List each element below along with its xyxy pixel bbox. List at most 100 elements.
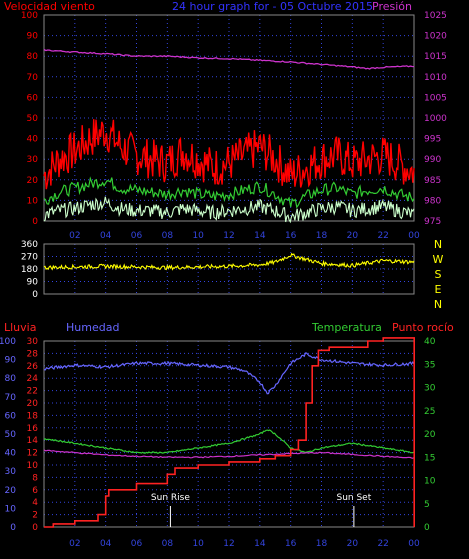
temperature-tick-label: 20 — [424, 430, 436, 440]
humidity-tick-label: 90 — [5, 356, 17, 366]
wind-tick-label: 80 — [27, 52, 39, 62]
compass-label: E — [435, 283, 442, 296]
rain-tick-label: 14 — [27, 436, 39, 446]
rain-tick-label: 24 — [27, 374, 39, 384]
plot-frame — [43, 243, 415, 295]
compass-label: W — [433, 253, 444, 266]
hour-tick-label: 18 — [316, 231, 328, 241]
rain-tick-label: 26 — [27, 362, 39, 372]
pressure-series — [43, 48, 415, 70]
pressure-tick-label: 1010 — [424, 73, 447, 83]
temperature-tick-label: 25 — [424, 407, 435, 417]
rain-tick-label: 8 — [32, 473, 38, 483]
pressure-tick-label: 975 — [424, 217, 441, 227]
rain-tick-label: 2 — [32, 511, 38, 521]
hour-tick-label: 14 — [254, 539, 266, 549]
pressure-tick-label: 1005 — [424, 93, 447, 103]
wind-axis-title: Velocidad viento — [4, 0, 95, 13]
rain-tick-label: 20 — [27, 399, 39, 409]
hour-tick-label: 10 — [192, 231, 204, 241]
wind-tick-label: 70 — [27, 73, 39, 83]
temperature-tick-label: 40 — [424, 337, 436, 347]
rain-series — [44, 337, 415, 528]
pressure-tick-label: 995 — [424, 135, 441, 145]
humidity-tick-label: 30 — [5, 467, 17, 477]
pressure-axis-title: Presión — [372, 0, 412, 13]
temperature-tick-label: 35 — [424, 360, 435, 370]
hour-tick-label: 02 — [69, 539, 80, 549]
hour-tick-label: 14 — [254, 231, 266, 241]
rain-tick-label: 30 — [27, 337, 39, 347]
temperature-series — [43, 429, 415, 454]
hour-tick-label: 08 — [162, 231, 174, 241]
rain-tick-label: 16 — [27, 424, 39, 434]
temperature-tick-label: 0 — [424, 523, 430, 533]
pressure-tick-label: 1015 — [424, 52, 447, 62]
compass-label: N — [434, 238, 442, 251]
rain-tick-label: 6 — [32, 486, 38, 496]
humidity-axis-title: Humedad — [66, 321, 119, 334]
hour-tick-label: 04 — [100, 539, 112, 549]
rain-tick-label: 12 — [27, 449, 38, 459]
direction-tick-label: 90 — [27, 278, 39, 288]
pressure-tick-label: 985 — [424, 176, 441, 186]
hour-tick-label: 22 — [377, 231, 388, 241]
hour-tick-label: 00 — [408, 539, 420, 549]
direction-tick-label: 0 — [32, 290, 38, 300]
temperature-axis-title: Temperatura — [311, 321, 382, 334]
hour-tick-label: 20 — [347, 231, 359, 241]
direction-tick-label: 180 — [21, 265, 38, 275]
humidity-tick-label: 50 — [5, 430, 17, 440]
humidity-tick-label: 40 — [5, 449, 17, 459]
temperature-tick-label: 15 — [424, 453, 435, 463]
humidity-series — [43, 352, 415, 395]
plot-frame — [43, 14, 415, 222]
pressure-tick-label: 980 — [424, 196, 441, 206]
hour-tick-label: 16 — [285, 539, 297, 549]
rain-tick-label: 18 — [27, 411, 39, 421]
hour-tick-label: 12 — [223, 231, 234, 241]
pressure-tick-label: 1000 — [424, 114, 447, 124]
hour-tick-label: 12 — [223, 539, 234, 549]
hour-tick-label: 22 — [377, 539, 388, 549]
hour-tick-label: 20 — [347, 539, 359, 549]
hour-tick-label: 10 — [192, 539, 204, 549]
hour-tick-label: 06 — [131, 231, 143, 241]
sunset-label: Sun Set — [336, 493, 371, 503]
wind-tick-label: 50 — [27, 114, 39, 124]
sunrise-label: Sun Rise — [151, 493, 190, 503]
wind-tick-label: 30 — [27, 155, 39, 165]
hour-tick-label: 06 — [131, 539, 143, 549]
rain-tick-label: 22 — [27, 387, 38, 397]
wind-tick-label: 90 — [27, 32, 39, 42]
pressure-tick-label: 1020 — [424, 32, 447, 42]
wind-gust-series — [43, 119, 415, 190]
hour-tick-label: 04 — [100, 231, 112, 241]
direction-tick-label: 270 — [21, 253, 38, 263]
rain-tick-label: 4 — [32, 498, 38, 508]
temperature-tick-label: 30 — [424, 384, 436, 394]
wind-average-series — [43, 176, 415, 209]
dewpoint-axis-title: Punto rocío — [392, 321, 454, 334]
wind-tick-label: 10 — [27, 196, 39, 206]
humidity-tick-label: 70 — [5, 393, 17, 403]
wind-pressure-panel: 0102030405060708090100975980985990995100… — [21, 11, 447, 241]
wind-tick-label: 20 — [27, 176, 39, 186]
temperature-tick-label: 5 — [424, 500, 430, 510]
dewpoint-series — [43, 449, 415, 459]
humidity-tick-label: 20 — [5, 486, 17, 496]
rain-tick-label: 0 — [32, 523, 38, 533]
humidity-tick-label: 0 — [10, 523, 16, 533]
chart-title: 24 hour graph for - 05 Octubre 2015 — [172, 0, 373, 13]
hour-tick-label: 00 — [408, 231, 420, 241]
humidity-tick-label: 100 — [0, 337, 16, 347]
wind-tick-label: 40 — [27, 135, 39, 145]
hour-tick-label: 18 — [316, 539, 328, 549]
hour-tick-label: 02 — [69, 231, 80, 241]
rain-tick-label: 10 — [27, 461, 39, 471]
wind-tick-label: 60 — [27, 93, 39, 103]
wind-tick-label: 100 — [21, 11, 38, 21]
wind-minimum-series — [43, 196, 415, 224]
